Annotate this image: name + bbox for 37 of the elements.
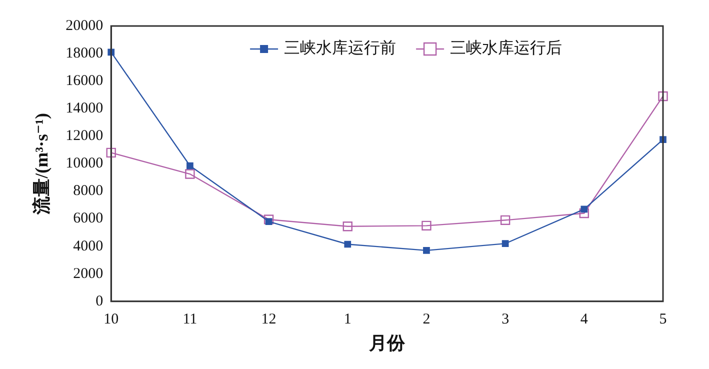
x-tick-label: 11 bbox=[182, 311, 198, 328]
legend-label: 三峡水库运行前 bbox=[284, 39, 396, 58]
point bbox=[344, 240, 352, 248]
x-tick-label: 10 bbox=[104, 311, 119, 328]
y-tick-label: 0 bbox=[96, 293, 104, 310]
point bbox=[502, 240, 509, 247]
point bbox=[658, 91, 668, 102]
y-axis-title: 流量/(m³·s⁻¹) bbox=[31, 113, 52, 216]
x-axis-title: 月份 bbox=[368, 332, 406, 353]
x-tick-label: 4 bbox=[580, 311, 588, 328]
y-tick-label: 6000 bbox=[73, 210, 104, 227]
point bbox=[423, 247, 430, 254]
y-tick-label: 16000 bbox=[66, 73, 104, 90]
point bbox=[265, 218, 272, 225]
y-tick-label: 20000 bbox=[66, 18, 104, 34]
point bbox=[342, 222, 352, 232]
y-tick-label: 4000 bbox=[73, 238, 104, 254]
y-tick-label: 14000 bbox=[66, 100, 104, 117]
x-tick-label: 12 bbox=[261, 311, 276, 328]
y-tick-label: 8000 bbox=[73, 183, 104, 200]
point bbox=[185, 169, 195, 179]
y-tick-label: 12000 bbox=[66, 128, 104, 144]
x-tick-label: 3 bbox=[502, 311, 510, 328]
point bbox=[580, 206, 588, 213]
x-tick-label: 2 bbox=[422, 311, 430, 328]
point bbox=[579, 208, 589, 218]
point bbox=[264, 214, 274, 224]
y-tick-label: 18000 bbox=[66, 45, 104, 62]
x-tick-label: 5 bbox=[659, 311, 667, 328]
point bbox=[106, 148, 116, 158]
point bbox=[186, 162, 194, 170]
legend-label: 三峡水库运行后 bbox=[450, 39, 562, 58]
point bbox=[422, 220, 432, 231]
point bbox=[500, 215, 510, 225]
y-tick-label: 10000 bbox=[66, 156, 104, 172]
y-tick-label: 2000 bbox=[73, 266, 104, 282]
x-tick-label: 1 bbox=[344, 311, 352, 328]
